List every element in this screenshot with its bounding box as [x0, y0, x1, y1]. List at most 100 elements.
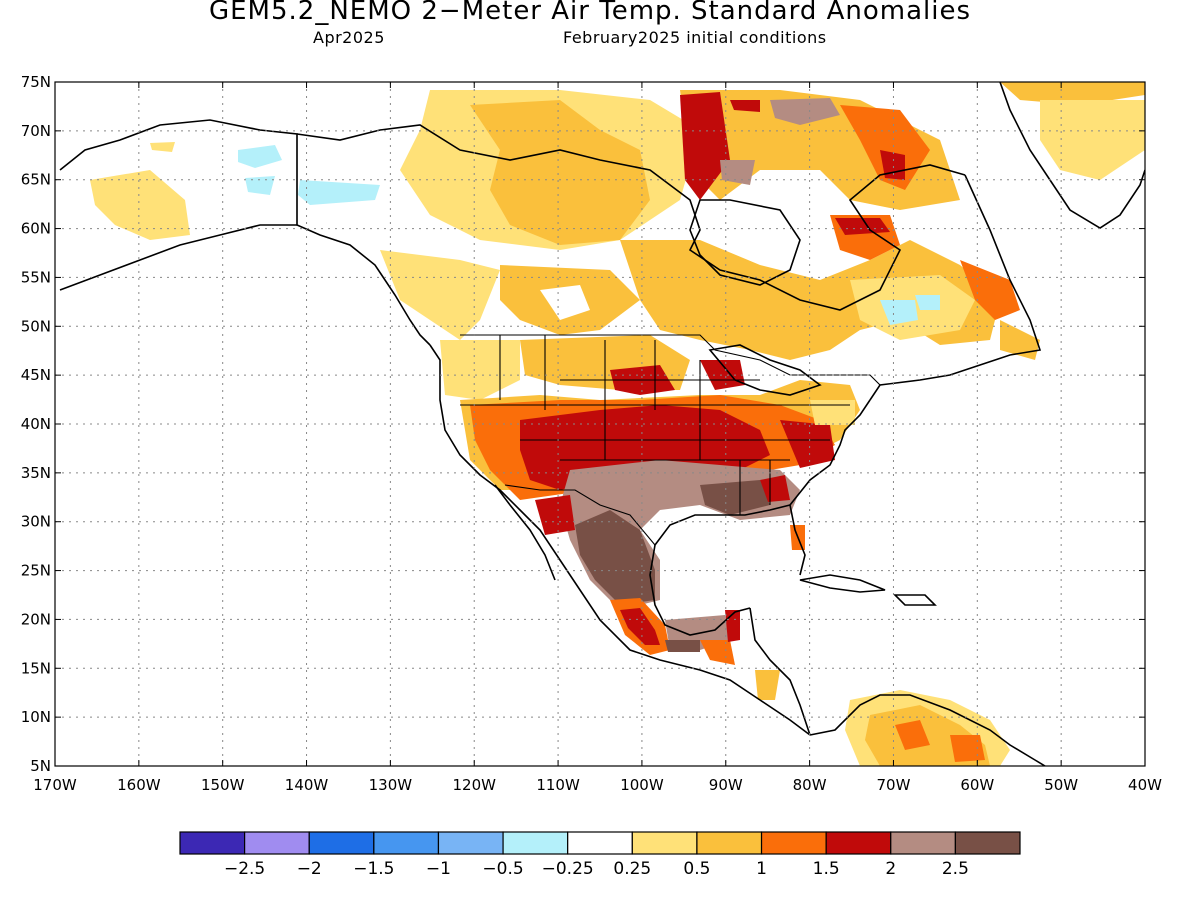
anomaly-region [1040, 100, 1145, 180]
colorbar-label: −0.5 [482, 859, 523, 879]
colorbar-swatch [567, 831, 633, 855]
anomaly-region [755, 670, 780, 700]
political-borders [296, 134, 881, 546]
lat-tick-label: 70N [21, 122, 51, 140]
anomaly-region [1000, 320, 1040, 360]
lat-tick-label: 75N [21, 73, 51, 91]
colorbar-label: 2 [885, 859, 896, 879]
anomaly-region [810, 400, 855, 425]
lon-tick-label: 80W [793, 776, 827, 794]
lon-tick-label: 40W [1128, 776, 1162, 794]
lon-tick-label: 130W [369, 776, 413, 794]
colorbar-swatch [890, 831, 956, 855]
lat-tick-label: 45N [21, 366, 51, 384]
anomaly-region [960, 260, 1020, 320]
lat-tick-label: 60N [21, 220, 51, 238]
colorbar-label: 0.25 [613, 859, 651, 879]
colorbar-swatch [825, 831, 892, 855]
lon-tick-label: 50W [1044, 776, 1078, 794]
lat-tick-label: 30N [21, 513, 51, 531]
lat-tick-label: 50N [21, 317, 51, 335]
graticule [55, 82, 1145, 766]
colorbar: −2.5 −2 −1.5 −1 −0.5 −0.25 0.25 0.5 1 1.5 2 2.5 [179, 831, 1021, 879]
coastline-central-america [749, 607, 811, 736]
anomaly-region [680, 92, 730, 200]
lat-tick-label: 10N [21, 708, 51, 726]
colorbar-swatch [179, 831, 246, 855]
anomaly-region [895, 720, 930, 750]
initial-conditions-label: February2025 initial conditions [563, 28, 827, 47]
colorbar-swatch [308, 831, 375, 855]
colorbar-label: −0.25 [542, 859, 594, 879]
anomaly-region [298, 180, 380, 205]
anomaly-region [238, 145, 282, 168]
lon-tick-label: 60W [960, 776, 994, 794]
border-us-mexico [504, 484, 656, 546]
anomaly-region [90, 170, 190, 240]
colorbar-label: 1.5 [813, 859, 840, 879]
lat-tick-label: 35N [21, 464, 51, 482]
lon-tick-label: 120W [452, 776, 496, 794]
colorbar-label: −2 [297, 859, 322, 879]
colorbar-label: −1 [426, 859, 451, 879]
colorbar-swatch [631, 831, 698, 855]
anomaly-region [720, 160, 755, 185]
anomaly-region [730, 100, 760, 112]
anomaly-region [535, 495, 575, 535]
coastline-arctic [296, 124, 966, 311]
colorbar-swatch [954, 831, 1021, 855]
lon-tick-label: 110W [536, 776, 580, 794]
lon-tick-label: 170W [33, 776, 77, 794]
anomaly-region [575, 510, 655, 605]
lat-tick-label: 15N [21, 659, 51, 677]
lat-tick-label: 20N [21, 610, 51, 628]
anomaly-region [245, 176, 275, 195]
coastline-us-west [429, 344, 811, 736]
lon-tick-label: 160W [117, 776, 161, 794]
anomaly-region [770, 98, 840, 125]
anomaly-region [915, 295, 940, 310]
anomaly-region [760, 475, 790, 502]
anomaly-region [700, 640, 735, 665]
anomaly-region [150, 142, 175, 152]
anomaly-region [440, 340, 520, 400]
anomaly-region [835, 218, 890, 235]
colorbar-swatch [244, 831, 310, 855]
colorbar-swatch [502, 831, 569, 855]
lon-tick-label: 90W [709, 776, 743, 794]
coastline-greenland [999, 82, 1145, 229]
chart-title: GEM5.2_NEMO 2−Meter Air Temp. Standard A… [208, 0, 972, 26]
colorbar-label: 1 [756, 859, 767, 879]
lat-tick-label: 55N [21, 268, 51, 286]
coastline-labrador [869, 174, 1042, 401]
lat-tick-label: 65N [21, 171, 51, 189]
anomaly-region [880, 300, 918, 325]
lon-tick-label: 150W [201, 776, 245, 794]
colorbar-label: 2.5 [942, 859, 969, 879]
coastline-hudson [689, 199, 801, 286]
anomaly-region [700, 480, 770, 515]
colorbar-label: −1.5 [353, 859, 394, 879]
coastline-hispaniola [893, 594, 937, 606]
anomaly-region [380, 250, 500, 340]
coastline-gulf [649, 504, 791, 636]
colorbar-swatch [760, 831, 827, 855]
anomaly-region [780, 420, 835, 468]
lon-tick-label: 100W [620, 776, 664, 794]
colorbar-swatch [437, 831, 504, 855]
coastline-alaska-south [59, 224, 297, 291]
lat-tick-label: 25N [21, 562, 51, 580]
lat-tick-label: 5N [30, 757, 51, 775]
coastline-great-lakes [708, 344, 822, 396]
colorbar-swatch [696, 831, 763, 855]
colorbar-label: 0.5 [683, 859, 710, 879]
lon-tick-label: 140W [285, 776, 329, 794]
colorbar-swatch [373, 831, 440, 855]
coastline-cuba [799, 574, 886, 593]
forecast-month: Apr2025 [313, 28, 385, 47]
anomaly-region [880, 150, 905, 180]
anomaly-region [950, 735, 985, 762]
anomaly-region [665, 640, 700, 652]
lon-tick-label: 70W [877, 776, 911, 794]
